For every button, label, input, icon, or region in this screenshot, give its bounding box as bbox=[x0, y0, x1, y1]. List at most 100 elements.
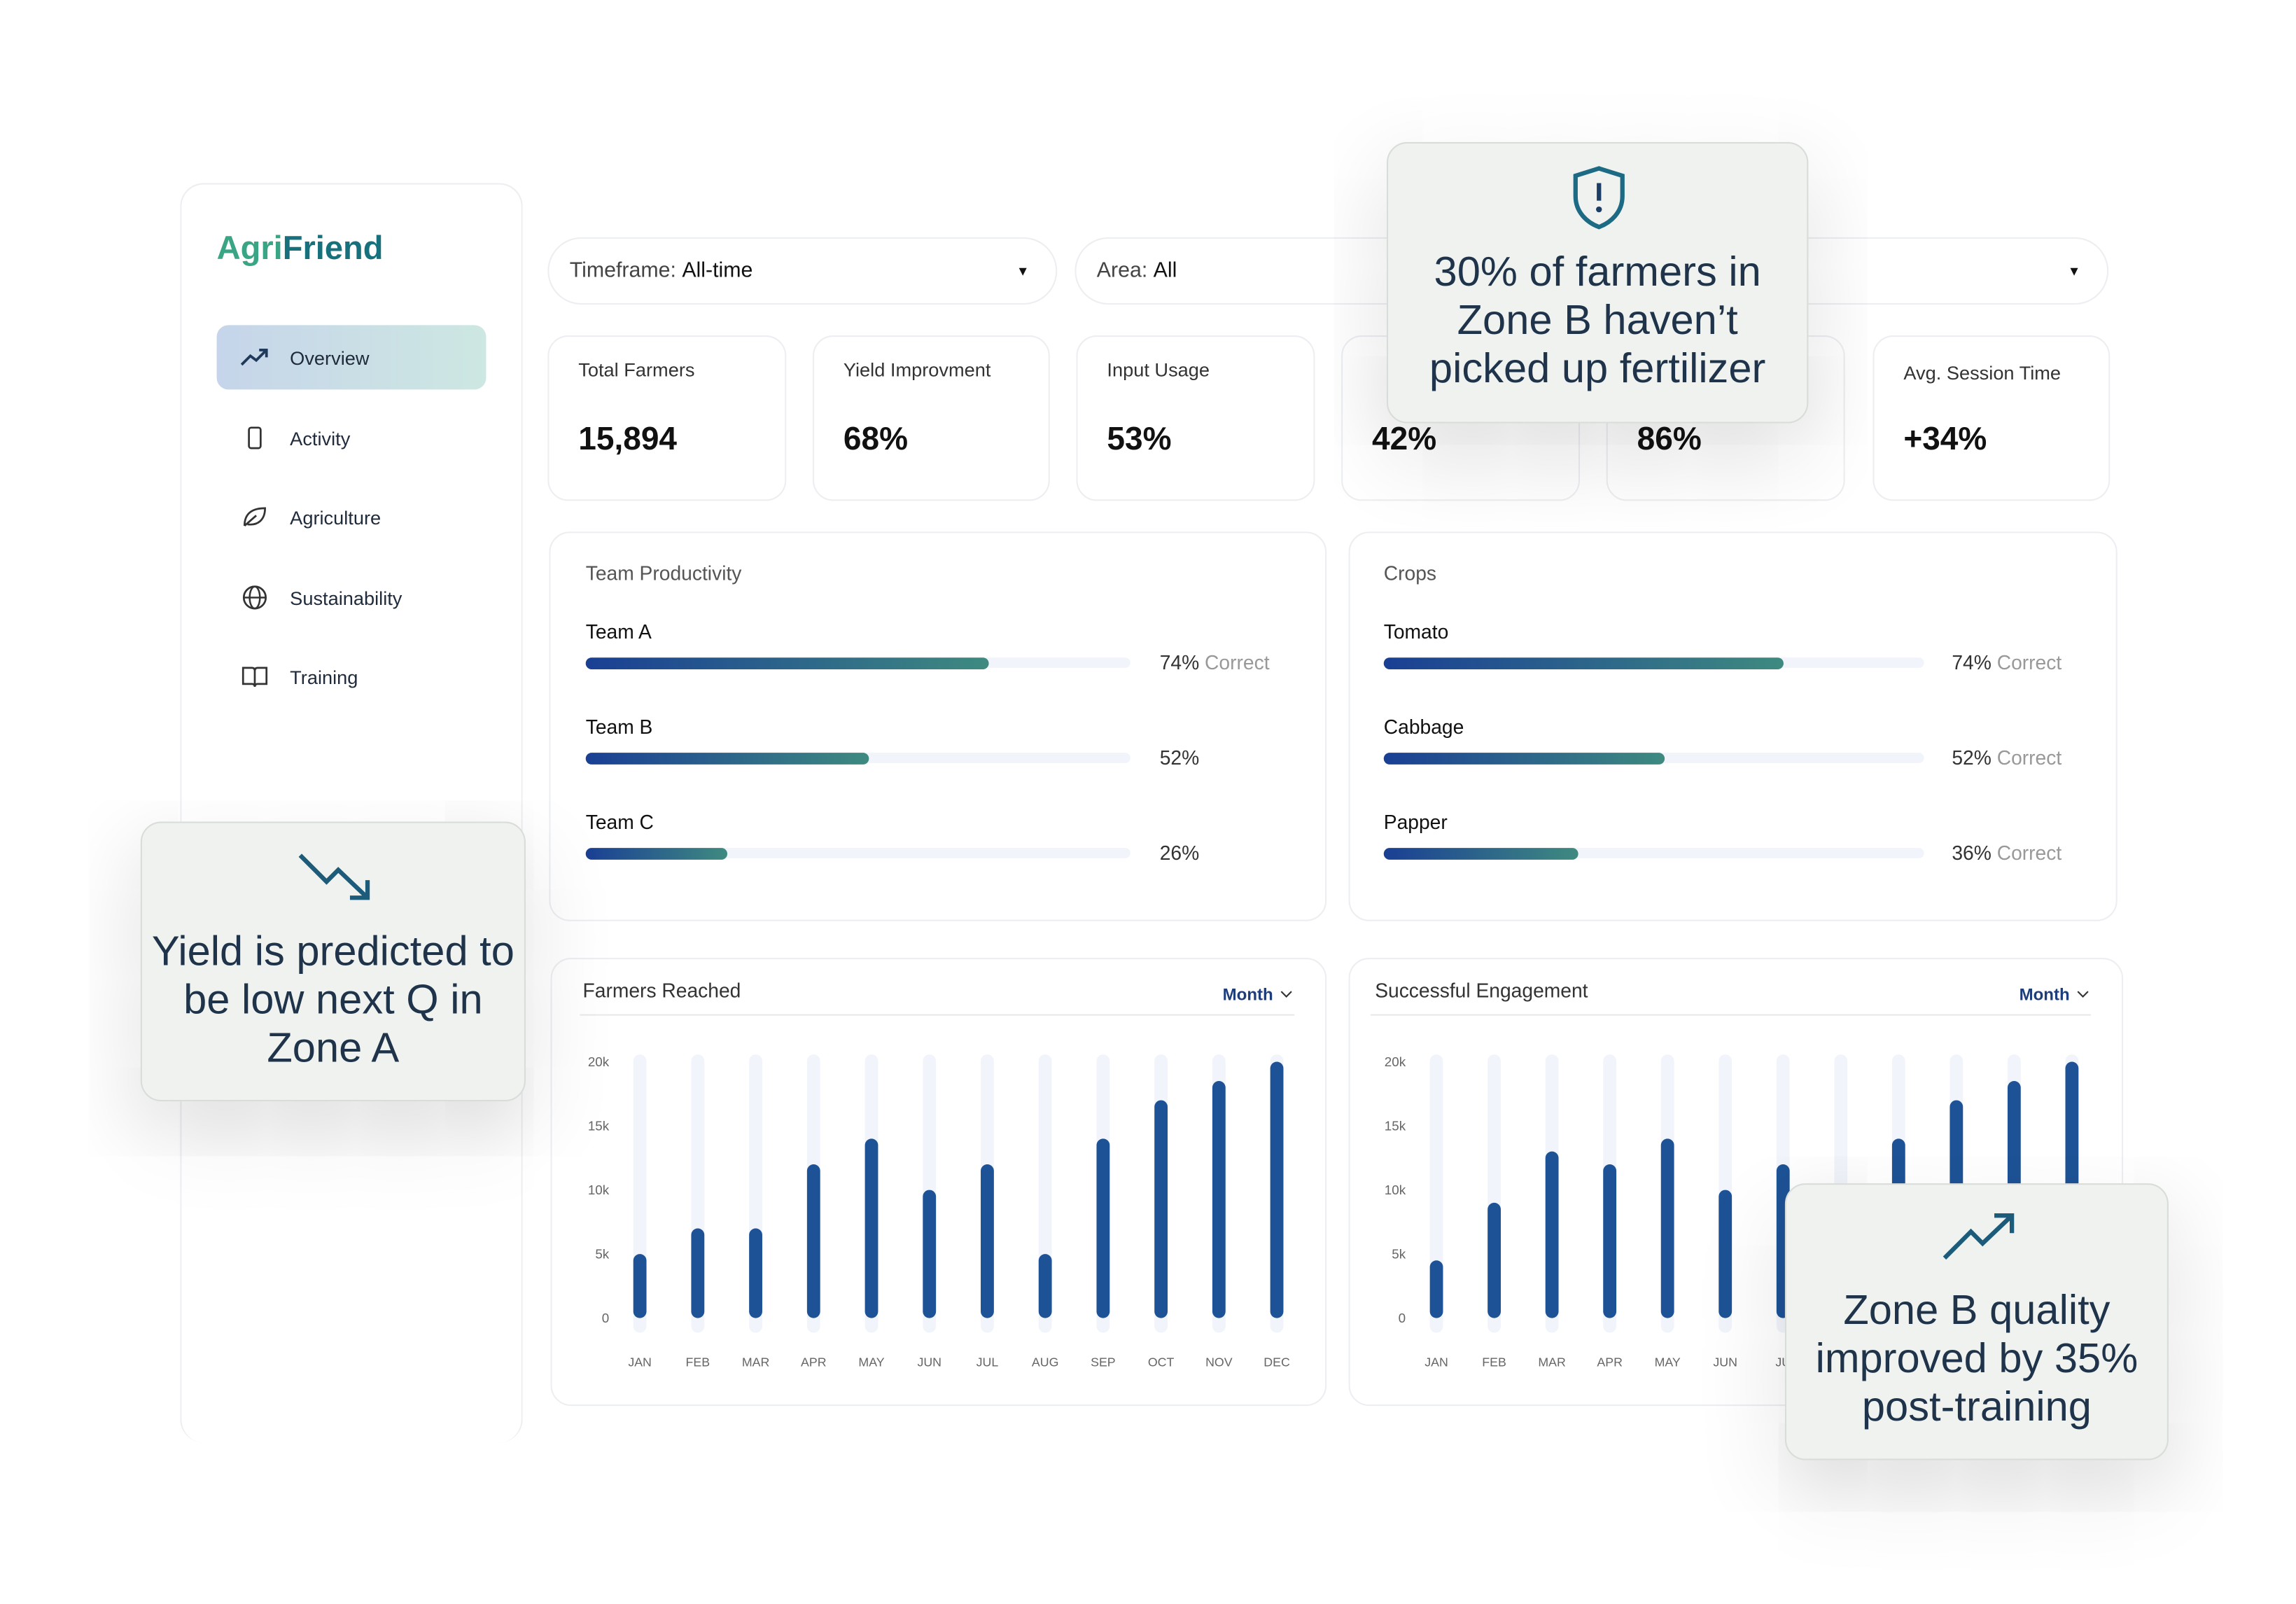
nav-label: Sustainability bbox=[290, 586, 402, 609]
sidebar bbox=[180, 183, 523, 1443]
x-tick-label: DEC bbox=[1264, 1355, 1290, 1369]
panel-title: Team Productivity bbox=[586, 562, 743, 584]
value-suffix: Correct bbox=[1997, 746, 2062, 769]
item-label: Papper bbox=[1384, 811, 1448, 833]
value-label: 26% bbox=[1160, 842, 1199, 864]
caret: ▼ bbox=[1016, 263, 1030, 279]
x-tick-label: APR bbox=[801, 1355, 827, 1369]
x-tick-label: JUN bbox=[917, 1355, 941, 1369]
nav-item[interactable]: Activity bbox=[217, 405, 486, 470]
x-tick-label: OCT bbox=[1148, 1355, 1175, 1369]
kpi-label: Avg. Session Time bbox=[1903, 361, 2062, 384]
y-tick-label: 10k bbox=[1385, 1183, 1406, 1197]
logo[interactable]: AgriFriend bbox=[217, 230, 384, 267]
period-dropdown: Month bbox=[2019, 986, 2070, 1005]
nav-item[interactable]: Overview bbox=[216, 325, 486, 390]
bar bbox=[1038, 1254, 1052, 1318]
nav-label: Overview bbox=[290, 346, 370, 369]
x-tick-label: MAY bbox=[1655, 1355, 1681, 1369]
chart-card bbox=[550, 958, 1327, 1407]
chart-title: Farmers Reached bbox=[583, 979, 741, 1002]
value-number: 74% bbox=[1160, 651, 1199, 674]
bar bbox=[1660, 1138, 1674, 1318]
callout: Yield is predicted to be low next Q in Z… bbox=[140, 821, 526, 1102]
kpi-value: 15,894 bbox=[578, 420, 678, 457]
trend-up-icon bbox=[1942, 1213, 2015, 1260]
period-dropdown: Month bbox=[1223, 986, 1273, 1005]
progress-bar bbox=[585, 657, 989, 669]
chart-title: Successful Engagement bbox=[1375, 979, 1588, 1002]
bar bbox=[1212, 1081, 1226, 1318]
callout-text: 30% of farmers in Zone B haven’t picked … bbox=[1429, 249, 1766, 393]
x-tick-label: JAN bbox=[1424, 1355, 1448, 1369]
callout: Zone B quality improved by 35% post-trai… bbox=[1784, 1183, 2169, 1460]
kpi-value: 68% bbox=[843, 420, 909, 457]
nav-item[interactable]: Agriculture bbox=[217, 484, 486, 549]
icon bbox=[243, 507, 266, 526]
kpi-label: Yield Improvment bbox=[843, 358, 991, 381]
y-tick-label: 5k bbox=[595, 1246, 609, 1261]
item-label: Team B bbox=[586, 716, 653, 738]
x-tick-label: MAR bbox=[742, 1355, 769, 1369]
x-tick-label: FEB bbox=[1482, 1355, 1506, 1369]
caret: ▼ bbox=[2067, 263, 2081, 279]
y-tick-label: 15k bbox=[588, 1118, 610, 1133]
progress-bar bbox=[1383, 848, 1578, 860]
item-label: Tomato bbox=[1384, 620, 1449, 643]
kpi-value: 86% bbox=[1637, 420, 1702, 457]
kpi-card: Avg. Session Time +34% bbox=[1872, 335, 2110, 501]
panel-title: Crops bbox=[1384, 562, 1436, 584]
value-number: 52% bbox=[1952, 746, 1991, 769]
nav-item[interactable]: Training bbox=[217, 644, 486, 709]
value-number: 74% bbox=[1952, 651, 1991, 674]
nav-label: Training bbox=[290, 665, 358, 688]
y-tick-label: 0 bbox=[1399, 1311, 1406, 1325]
value-number: 52% bbox=[1160, 746, 1199, 769]
y-tick-label: 20k bbox=[588, 1054, 610, 1069]
kpi-card: Total Farmers 15,894 bbox=[547, 335, 787, 501]
kpi-card: Input Usage 53% bbox=[1076, 335, 1315, 501]
y-tick-label: 20k bbox=[1385, 1054, 1406, 1069]
logo-part: Friend bbox=[282, 230, 384, 267]
y-tick-label: 5k bbox=[1392, 1246, 1406, 1261]
nav-label: Activity bbox=[290, 426, 351, 449]
value-suffix: Correct bbox=[1997, 651, 2062, 674]
nav-item[interactable]: Sustainability bbox=[217, 565, 486, 629]
value-label: 52% bbox=[1160, 746, 1199, 769]
item-label: Team A bbox=[586, 620, 652, 643]
x-tick-label: JUN bbox=[1713, 1355, 1737, 1369]
bar bbox=[806, 1164, 820, 1318]
progress-bar bbox=[1383, 753, 1665, 765]
callout: 30% of farmers in Zone B haven’t picked … bbox=[1386, 141, 1809, 424]
item-label: Cabbage bbox=[1384, 716, 1464, 738]
bar bbox=[1270, 1061, 1284, 1318]
value-number: 36% bbox=[1952, 842, 1991, 864]
icon bbox=[241, 667, 268, 688]
x-tick-label: MAY bbox=[858, 1355, 884, 1369]
x-tick-label: JUL bbox=[976, 1355, 999, 1369]
filter-label: Timeframe: bbox=[569, 259, 676, 283]
bar bbox=[923, 1190, 937, 1318]
x-tick-label: AUG bbox=[1032, 1355, 1059, 1369]
shield-icon bbox=[1573, 166, 1625, 230]
nav-label: Agriculture bbox=[290, 505, 382, 529]
filter-label: Area: bbox=[1096, 259, 1148, 283]
chevron bbox=[1280, 991, 1292, 998]
value-label: 74% Correct bbox=[1160, 651, 1270, 674]
bar bbox=[1603, 1164, 1617, 1318]
x-tick-label: FEB bbox=[686, 1355, 710, 1369]
trend-down-icon bbox=[298, 853, 370, 900]
progress-bar bbox=[1383, 657, 1784, 669]
bar bbox=[1154, 1100, 1168, 1318]
filter-dropdown[interactable]: Timeframe: All-time ▼ bbox=[547, 237, 1058, 305]
kpi-value: 53% bbox=[1107, 420, 1172, 457]
kpi-label: Total Farmers bbox=[578, 358, 695, 381]
bar bbox=[1488, 1202, 1501, 1318]
bar bbox=[1429, 1260, 1443, 1318]
bar bbox=[1096, 1138, 1110, 1318]
value-label: 74% Correct bbox=[1952, 651, 2062, 674]
progress-bar bbox=[585, 753, 869, 765]
x-tick-label: JAN bbox=[628, 1355, 652, 1369]
bar bbox=[1718, 1190, 1732, 1318]
x-tick-label: MAR bbox=[1538, 1355, 1565, 1369]
